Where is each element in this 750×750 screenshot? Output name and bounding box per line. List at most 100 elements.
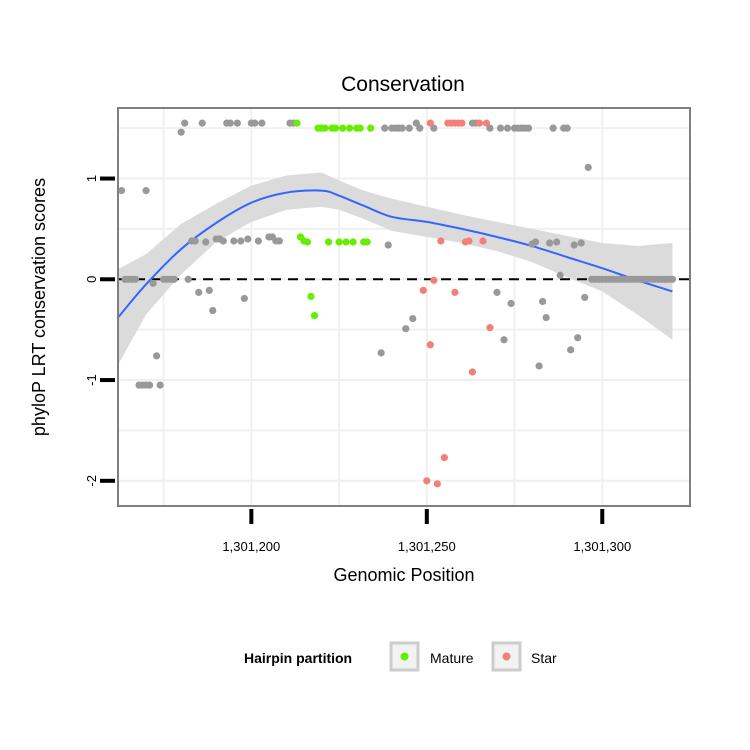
data-point-other xyxy=(581,293,589,302)
y-tick-label: -1 xyxy=(84,374,99,386)
data-point-other xyxy=(384,241,392,249)
data-point-other xyxy=(226,119,234,127)
data-point-other xyxy=(184,275,192,283)
data-point-other xyxy=(258,119,266,127)
plot-border xyxy=(117,107,691,507)
data-point-mature xyxy=(310,311,319,320)
data-point-other xyxy=(531,238,540,246)
data-point-star xyxy=(423,477,431,485)
data-point-mature xyxy=(346,124,354,132)
y-axis-title: phyloP LRT conservation scores xyxy=(29,178,49,436)
data-point-other xyxy=(412,119,420,127)
x-axis: 1,301,200 1,301,250 1,301,300 xyxy=(222,509,631,554)
data-point-other xyxy=(205,286,213,294)
data-point-other xyxy=(254,237,262,245)
data-point-other xyxy=(584,163,592,172)
data-points xyxy=(118,119,677,488)
legend-swatch-star xyxy=(502,652,511,661)
chart-title: Conservation xyxy=(341,73,465,96)
data-point-other xyxy=(244,235,252,243)
data-point-other xyxy=(195,288,203,296)
data-point-star xyxy=(482,119,491,127)
data-point-other xyxy=(170,275,178,283)
data-point-other xyxy=(118,187,126,195)
data-point-other xyxy=(131,275,140,283)
data-point-other xyxy=(142,187,150,195)
data-point-other xyxy=(209,306,217,315)
data-point-mature xyxy=(293,119,301,127)
data-point-star xyxy=(468,368,477,376)
data-point-star xyxy=(465,237,473,245)
confidence-band xyxy=(118,172,673,365)
data-point-other xyxy=(398,124,406,132)
data-point-star xyxy=(479,237,487,245)
data-point-mature xyxy=(321,124,329,132)
data-point-star xyxy=(430,276,438,284)
data-point-other xyxy=(251,119,259,127)
data-point-other xyxy=(233,119,241,127)
plot-panel xyxy=(118,108,690,506)
data-point-other xyxy=(377,349,385,357)
data-point-other xyxy=(430,124,438,132)
x-tick-label: 1,301,200 xyxy=(222,539,280,554)
x-tick-label: 1,301,250 xyxy=(398,539,456,554)
data-point-mature xyxy=(307,292,315,301)
data-point-other xyxy=(202,238,210,246)
data-point-star xyxy=(433,480,441,488)
data-point-other xyxy=(240,294,248,303)
data-point-other xyxy=(507,299,515,308)
data-point-other xyxy=(567,346,575,354)
data-point-mature xyxy=(349,238,357,246)
legend-title: Hairpin partition xyxy=(244,650,352,666)
data-point-other xyxy=(574,334,582,342)
data-point-other xyxy=(149,279,157,287)
data-point-other xyxy=(219,237,227,245)
data-point-other xyxy=(145,381,154,389)
smooth-curve xyxy=(118,189,673,319)
data-point-other xyxy=(486,124,494,132)
data-point-other xyxy=(500,336,508,344)
data-point-star xyxy=(419,286,427,294)
data-point-other xyxy=(668,275,677,283)
data-point-mature xyxy=(338,124,347,132)
y-tick-label: 1 xyxy=(84,175,99,182)
data-point-mature xyxy=(363,238,371,246)
data-point-other xyxy=(230,237,238,245)
data-point-other xyxy=(542,313,550,322)
y-tick-label: -2 xyxy=(84,475,99,487)
data-point-other xyxy=(535,362,543,370)
data-point-other xyxy=(577,239,585,247)
data-point-star xyxy=(440,454,448,462)
data-point-star xyxy=(475,119,484,127)
data-point-mature xyxy=(342,238,350,246)
x-axis-title: Genomic Position xyxy=(333,565,474,585)
legend: Hairpin partition Mature Star xyxy=(244,641,557,672)
data-point-other xyxy=(191,237,199,245)
data-point-mature xyxy=(324,238,333,246)
x-tick-label: 1,301,300 xyxy=(573,539,631,554)
data-point-mature xyxy=(367,124,375,132)
legend-label-mature: Mature xyxy=(430,650,474,666)
data-point-other xyxy=(563,124,571,132)
data-point-star xyxy=(437,237,445,245)
data-point-mature xyxy=(335,238,343,246)
data-point-star xyxy=(426,341,434,349)
data-point-star xyxy=(486,324,494,332)
data-point-other xyxy=(416,124,424,132)
data-point-other xyxy=(553,238,561,246)
data-point-other xyxy=(524,124,533,132)
data-point-other xyxy=(496,124,505,132)
data-point-other xyxy=(153,352,161,360)
data-point-star xyxy=(451,288,459,296)
data-point-star xyxy=(426,119,434,127)
data-point-star xyxy=(458,119,466,127)
data-point-other xyxy=(409,314,417,323)
data-point-other xyxy=(503,124,512,132)
confidence-band-area xyxy=(118,172,673,365)
data-point-other xyxy=(381,124,389,132)
data-point-other xyxy=(237,237,245,245)
data-point-other xyxy=(493,288,501,296)
data-point-other xyxy=(402,325,410,333)
data-point-other xyxy=(181,119,189,127)
